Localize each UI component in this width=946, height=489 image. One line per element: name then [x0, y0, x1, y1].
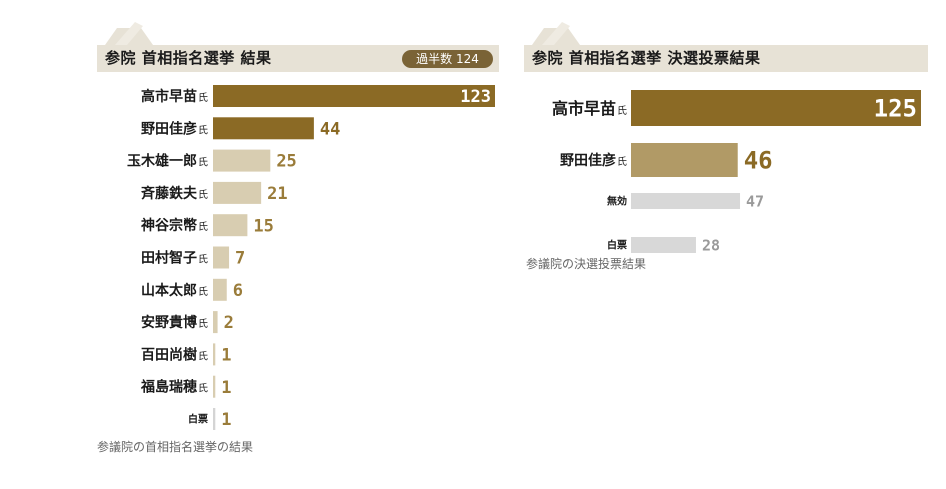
value-label: 6: [233, 281, 243, 301]
bar: [213, 85, 495, 107]
category-label: 百田尚樹氏: [141, 346, 208, 363]
runoff-bars: 高市早苗氏 125 野田佳彦氏 46 無効 47 白票 28: [552, 90, 921, 254]
category-label: 田村智子氏: [141, 250, 208, 267]
bar: [213, 311, 218, 334]
runoff-chart: 参院 首相指名選挙 決選投票結果 高市早苗氏 125 野田佳彦氏 46 無効 47 白票 28…: [524, 0, 934, 489]
value-label: 1: [221, 410, 231, 430]
bar: [631, 193, 741, 209]
value-label: 25: [276, 152, 296, 172]
bar: [213, 181, 262, 204]
bar: [213, 117, 314, 140]
chart-title: 参院 首相指名選挙 決選投票結果: [524, 45, 928, 72]
value-label: 1: [221, 378, 231, 398]
chart-caption: 参議院の決選投票結果: [526, 257, 647, 271]
first-round-deco: [105, 22, 153, 45]
category-label: 玉木雄一郎氏: [127, 153, 208, 170]
bar: [213, 214, 248, 237]
bar: [213, 149, 271, 172]
bar: [213, 246, 230, 269]
category-label: 高市早苗氏: [141, 88, 208, 105]
bar: [213, 278, 227, 301]
value-label: 46: [744, 147, 773, 175]
value-label: 28: [702, 236, 720, 254]
bar: [631, 143, 738, 177]
value-label: 44: [320, 119, 340, 139]
bar: [631, 90, 921, 126]
bar: [631, 237, 696, 253]
value-label: 1: [221, 346, 231, 366]
bar: [213, 408, 216, 430]
category-label: 白票: [607, 239, 627, 252]
category-label: 野田佳彦氏: [560, 152, 627, 169]
value-label: 21: [267, 184, 287, 204]
first-round-chart: 参院 首相指名選挙 結果 過半数 124 高市早苗氏 123 野田佳彦氏 44 玉木雄一…: [97, 0, 507, 489]
value-label: 123: [460, 87, 491, 107]
bar: [213, 375, 216, 398]
value-label: 15: [253, 216, 273, 236]
category-label: 白票: [188, 413, 208, 426]
category-label: 山本太郎氏: [141, 282, 208, 299]
value-label: 47: [746, 192, 764, 210]
runoff-deco: [532, 22, 580, 45]
value-label: 125: [874, 95, 917, 123]
category-label: 福島瑞穂氏: [140, 379, 208, 396]
category-label: 安野貴博氏: [141, 314, 208, 331]
value-label: 7: [235, 249, 245, 269]
category-label: 斉藤鉄夫氏: [141, 185, 208, 202]
category-label: 野田佳彦氏: [141, 120, 208, 137]
chart-caption: 参議院の首相指名選挙の結果: [97, 440, 254, 454]
category-label: 無効: [607, 195, 627, 208]
category-label: 神谷宗幣氏: [141, 217, 208, 234]
category-label: 高市早苗氏: [552, 99, 627, 118]
majority-badge: 過半数 124: [402, 50, 493, 68]
value-label: 2: [224, 313, 234, 333]
bar: [213, 343, 216, 366]
